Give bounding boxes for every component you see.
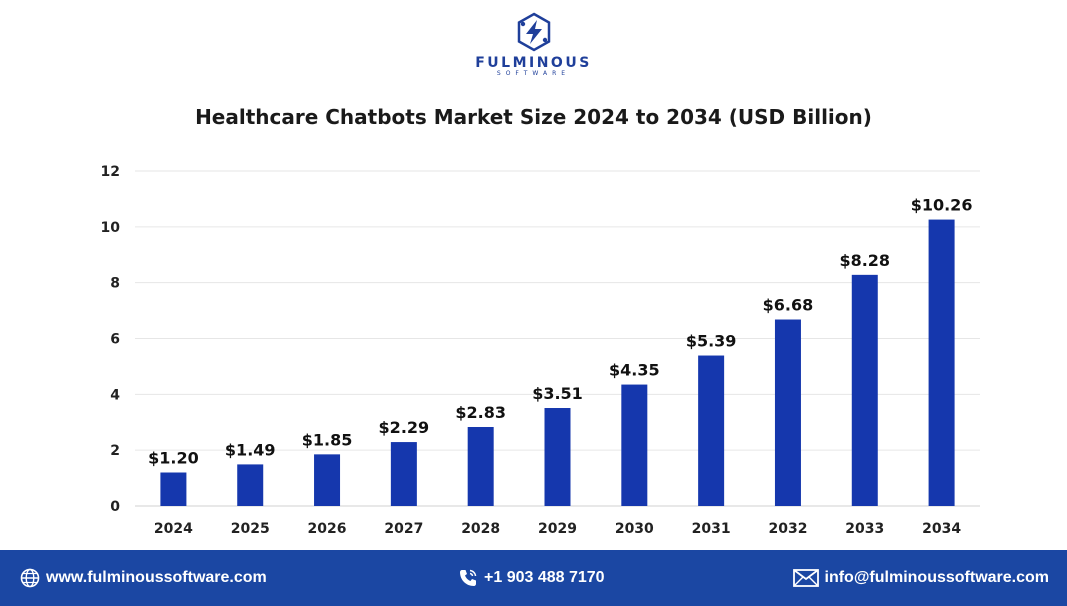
data-label: $3.51	[532, 384, 583, 403]
x-tick-label: 2032	[768, 521, 807, 537]
y-tick-label: 0	[110, 499, 120, 515]
footer-website[interactable]: www.fulminoussoftware.com	[20, 550, 267, 606]
brand-name: FULMINOUS	[475, 55, 592, 71]
y-tick-label: 10	[101, 220, 121, 236]
bar-chart: 0 2 4 6 8 10 12 $1.20 $1.49 $1.85 $2.29 $2.83 $3.51…	[101, 164, 980, 537]
footer-website-text: www.fulminoussoftware.com	[46, 569, 267, 586]
y-tick-label: 6	[110, 332, 120, 348]
data-label: $2.29	[379, 418, 430, 437]
data-label: $10.26	[911, 196, 973, 215]
bars	[160, 219, 955, 506]
bar-2028	[467, 426, 494, 506]
mail-icon	[792, 569, 819, 587]
chart-title: Healthcare Chatbots Market Size 2024 to …	[195, 105, 872, 129]
bar-2025	[237, 464, 264, 506]
bar-2029	[544, 408, 571, 506]
bar-2033	[851, 274, 878, 506]
x-tick-label: 2027	[384, 521, 423, 537]
bar-2024	[160, 472, 187, 506]
footer-email[interactable]: info@fulminoussoftware.com	[792, 550, 1050, 606]
phone-icon	[460, 569, 477, 586]
data-label: $2.83	[455, 403, 506, 422]
data-label: $1.49	[225, 440, 276, 459]
y-tick-label: 4	[110, 387, 120, 403]
x-tick-label: 2028	[461, 521, 500, 537]
contact-footer: www.fulminoussoftware.com +1 903 488 717…	[0, 550, 1067, 606]
brand-logo: FULMINOUS SOFTWARE	[0, 12, 1067, 78]
y-axis-ticks: 0 2 4 6 8 10 12	[101, 164, 121, 515]
bar-2027	[390, 442, 417, 506]
data-label: $1.20	[148, 449, 199, 468]
brand-tagline: SOFTWARE	[496, 70, 571, 77]
data-label: $1.85	[302, 430, 353, 449]
data-label: $5.39	[686, 332, 737, 351]
x-tick-label: 2025	[231, 521, 270, 537]
bar-2034	[928, 219, 955, 506]
hexagon-bolt-icon	[517, 12, 550, 52]
globe-icon	[20, 568, 40, 588]
x-tick-label: 2024	[154, 521, 193, 537]
footer-phone[interactable]: +1 903 488 7170	[458, 550, 605, 606]
bar-2032	[774, 319, 801, 506]
data-labels: $1.20 $1.49 $1.85 $2.29 $2.83 $3.51 $4.35 $5.39…	[148, 196, 972, 468]
footer-phone-text: +1 903 488 7170	[484, 569, 605, 586]
x-tick-label: 2033	[845, 521, 884, 537]
y-tick-label: 12	[101, 164, 120, 180]
footer-email-text: info@fulminoussoftware.com	[824, 569, 1050, 586]
x-tick-label: 2026	[308, 521, 347, 537]
x-tick-label: 2030	[615, 521, 654, 537]
data-label: $8.28	[839, 251, 890, 270]
data-label: $6.68	[763, 296, 814, 315]
bar-2031	[698, 355, 725, 506]
data-label: $4.35	[609, 361, 660, 380]
x-tick-label: 2031	[692, 521, 731, 537]
x-axis-ticks: 2024 2025 2026 2027 2028 2029 2030 2031 2032 2033…	[154, 521, 961, 537]
x-tick-label: 2029	[538, 521, 577, 537]
y-tick-label: 2	[110, 443, 120, 459]
x-tick-label: 2034	[922, 521, 961, 537]
bar-2026	[314, 454, 341, 506]
y-tick-label: 8	[110, 276, 120, 292]
bar-2030	[621, 384, 648, 506]
